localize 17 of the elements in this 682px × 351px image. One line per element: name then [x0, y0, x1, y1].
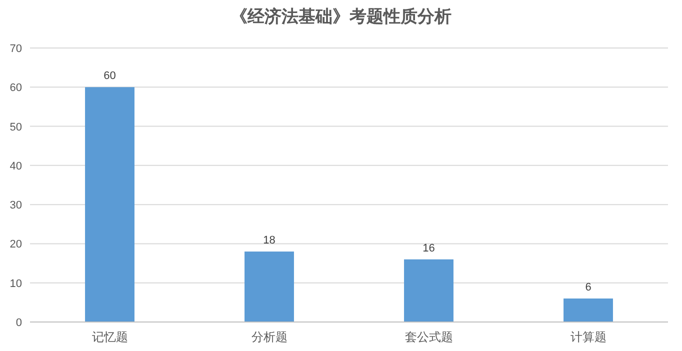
ytick: 60	[10, 82, 22, 94]
xtick: 记忆题	[92, 330, 128, 344]
ytick: 10	[10, 278, 22, 290]
xtick: 分析题	[251, 330, 288, 344]
ytick: 50	[10, 121, 22, 134]
data-label: 60	[104, 70, 116, 82]
data-label: 18	[263, 234, 276, 247]
xtick: 计算题	[570, 330, 606, 344]
xtick: 套公式题	[404, 330, 453, 344]
ytick: 20	[10, 238, 22, 251]
ytick: 70	[10, 43, 22, 55]
data-label: 6	[585, 282, 592, 294]
ytick: 30	[10, 200, 22, 212]
ytick: 40	[10, 160, 22, 172]
ytick: 0	[16, 317, 22, 329]
data-label: 16	[422, 242, 435, 254]
title: 《经济法基础》考题性质分析	[230, 7, 452, 26]
